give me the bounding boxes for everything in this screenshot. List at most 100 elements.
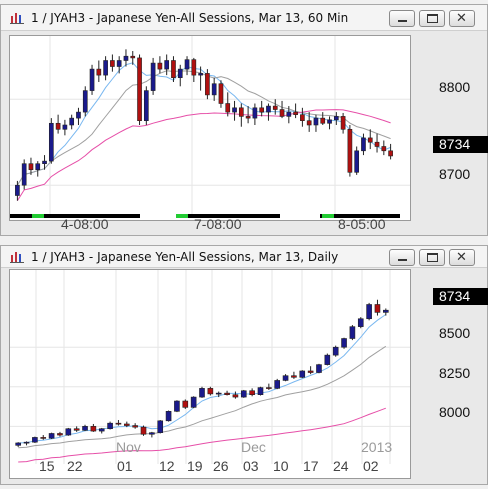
candle-body	[116, 60, 122, 67]
candle-body	[354, 150, 360, 173]
chart-app-icon	[10, 252, 24, 263]
price-plot-area[interactable]	[9, 269, 411, 479]
candle-body	[211, 83, 217, 96]
session-marker	[32, 214, 44, 218]
candle-body	[82, 90, 88, 113]
month-label: Nov	[116, 439, 141, 455]
window-titlebar[interactable]: 1 / JYAH3 - Japanese Yen-All Sessions, M…	[1, 246, 487, 268]
y-tick-label: 8250	[439, 365, 471, 381]
candle-body	[123, 55, 129, 61]
candle-body	[98, 428, 105, 432]
minimize-button[interactable]	[389, 10, 415, 27]
candle-body	[232, 394, 239, 398]
month-label: 2013	[361, 439, 393, 455]
candle-body	[340, 116, 346, 130]
candle-body	[35, 163, 41, 171]
candle-body	[177, 68, 183, 78]
candle-body	[257, 387, 264, 395]
day-label: 02	[363, 458, 379, 474]
candle-body	[184, 59, 190, 70]
candlestick-chart	[10, 270, 410, 464]
day-label: 15	[39, 458, 55, 474]
candlestick-chart	[10, 36, 410, 218]
y-tick-label: 8000	[439, 404, 471, 420]
candle-body	[347, 129, 353, 173]
day-label: 19	[187, 458, 203, 474]
chart-window-60min[interactable]: 1 / JYAH3 - Japanese Yen-All Sessions, M…	[0, 4, 488, 236]
price-plot-area[interactable]	[9, 35, 411, 221]
candle-body	[62, 124, 68, 130]
candle-body	[123, 423, 130, 426]
day-label: 01	[117, 458, 133, 474]
candle-body	[40, 437, 47, 439]
candle-body	[332, 346, 339, 356]
candle-body	[306, 120, 312, 126]
close-icon: ✕	[456, 11, 467, 26]
candle-body	[388, 150, 393, 157]
candle-body	[23, 441, 30, 444]
window-title: 1 / JYAH3 - Japanese Yen-All Sessions, M…	[31, 250, 339, 264]
candle-body	[103, 60, 108, 76]
candle-body	[205, 73, 210, 96]
close-button[interactable]: ✕	[449, 249, 475, 266]
candle-body	[320, 117, 326, 124]
maximize-button[interactable]	[419, 249, 445, 266]
candle-body	[42, 160, 47, 165]
candle-body	[279, 109, 285, 117]
chart-window-daily[interactable]: 1 / JYAH3 - Japanese Yen-All Sessions, M…	[0, 245, 488, 485]
candle-body	[357, 318, 364, 327]
candle-body	[207, 388, 214, 395]
candle-body	[374, 141, 380, 147]
candle-body	[140, 426, 147, 435]
candle-body	[115, 422, 122, 425]
day-label: 10	[273, 458, 289, 474]
candle-body	[69, 117, 75, 126]
x-axis-label: 7-08:00	[194, 216, 242, 232]
candle-body	[32, 437, 38, 443]
ma-slow-line	[16, 109, 391, 201]
candle-body	[333, 116, 339, 121]
candle-body	[21, 163, 27, 186]
window-titlebar[interactable]: 1 / JYAH3 - Japanese Yen-All Sessions, M…	[1, 5, 487, 31]
candle-body	[238, 107, 244, 117]
candle-body	[57, 433, 63, 436]
candle-body	[383, 309, 389, 313]
session-gap	[280, 214, 320, 218]
candle-body	[15, 184, 20, 196]
close-icon: ✕	[456, 250, 467, 265]
last-price-badge: 8734	[433, 288, 488, 305]
window-title: 1 / JYAH3 - Japanese Yen-All Sessions, M…	[31, 11, 349, 25]
candle-body	[224, 392, 230, 395]
day-label: 17	[303, 458, 319, 474]
candle-body	[266, 387, 272, 389]
maximize-button[interactable]	[419, 10, 445, 27]
candle-body	[286, 111, 292, 117]
candle-body	[174, 400, 180, 412]
candle-body	[341, 338, 347, 348]
candle-body	[55, 122, 61, 130]
candle-body	[366, 304, 372, 320]
candle-body	[361, 137, 366, 152]
y-tick-label: 8800	[439, 79, 471, 95]
minimize-button[interactable]	[389, 249, 415, 266]
ma-mid-line	[16, 70, 391, 186]
candle-body	[165, 411, 172, 422]
candle-body	[157, 420, 164, 433]
chart-app-icon	[10, 13, 24, 24]
day-label: 12	[159, 458, 175, 474]
last-price-badge: 8734	[433, 136, 488, 153]
candle-body	[307, 370, 314, 373]
candle-body	[240, 390, 247, 398]
x-axis-label: 8-05:00	[338, 216, 386, 232]
candle-body	[82, 426, 88, 431]
session-bar	[10, 214, 400, 218]
day-label: 24	[333, 458, 349, 474]
maximize-icon	[427, 14, 438, 23]
candle-body	[374, 304, 381, 313]
candle-body	[157, 62, 163, 70]
candle-body	[137, 57, 142, 121]
minimize-icon	[398, 20, 407, 22]
minimize-icon	[398, 259, 407, 261]
close-button[interactable]: ✕	[449, 10, 475, 27]
session-marker	[322, 214, 334, 218]
